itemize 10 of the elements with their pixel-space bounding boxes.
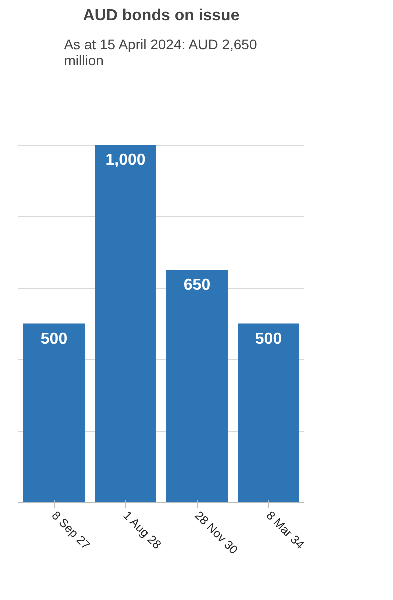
data-label: 1,000 — [106, 152, 146, 169]
x-tick-label: 28 Nov 30 — [192, 508, 242, 558]
data-label: 650 — [184, 277, 211, 294]
x-tick-label: 1 Aug 28 — [120, 508, 164, 552]
chart-subtitle: As at 15 April 2024: AUD 2,650 million — [64, 36, 258, 68]
x-tick-label: 8 Mar 34 — [264, 508, 308, 552]
data-label: 500 — [255, 330, 282, 348]
chart-title: AUD bonds on issue — [83, 8, 240, 24]
data-label: 500 — [40, 330, 68, 348]
x-tick-label: 8 Sep 27 — [49, 508, 94, 553]
